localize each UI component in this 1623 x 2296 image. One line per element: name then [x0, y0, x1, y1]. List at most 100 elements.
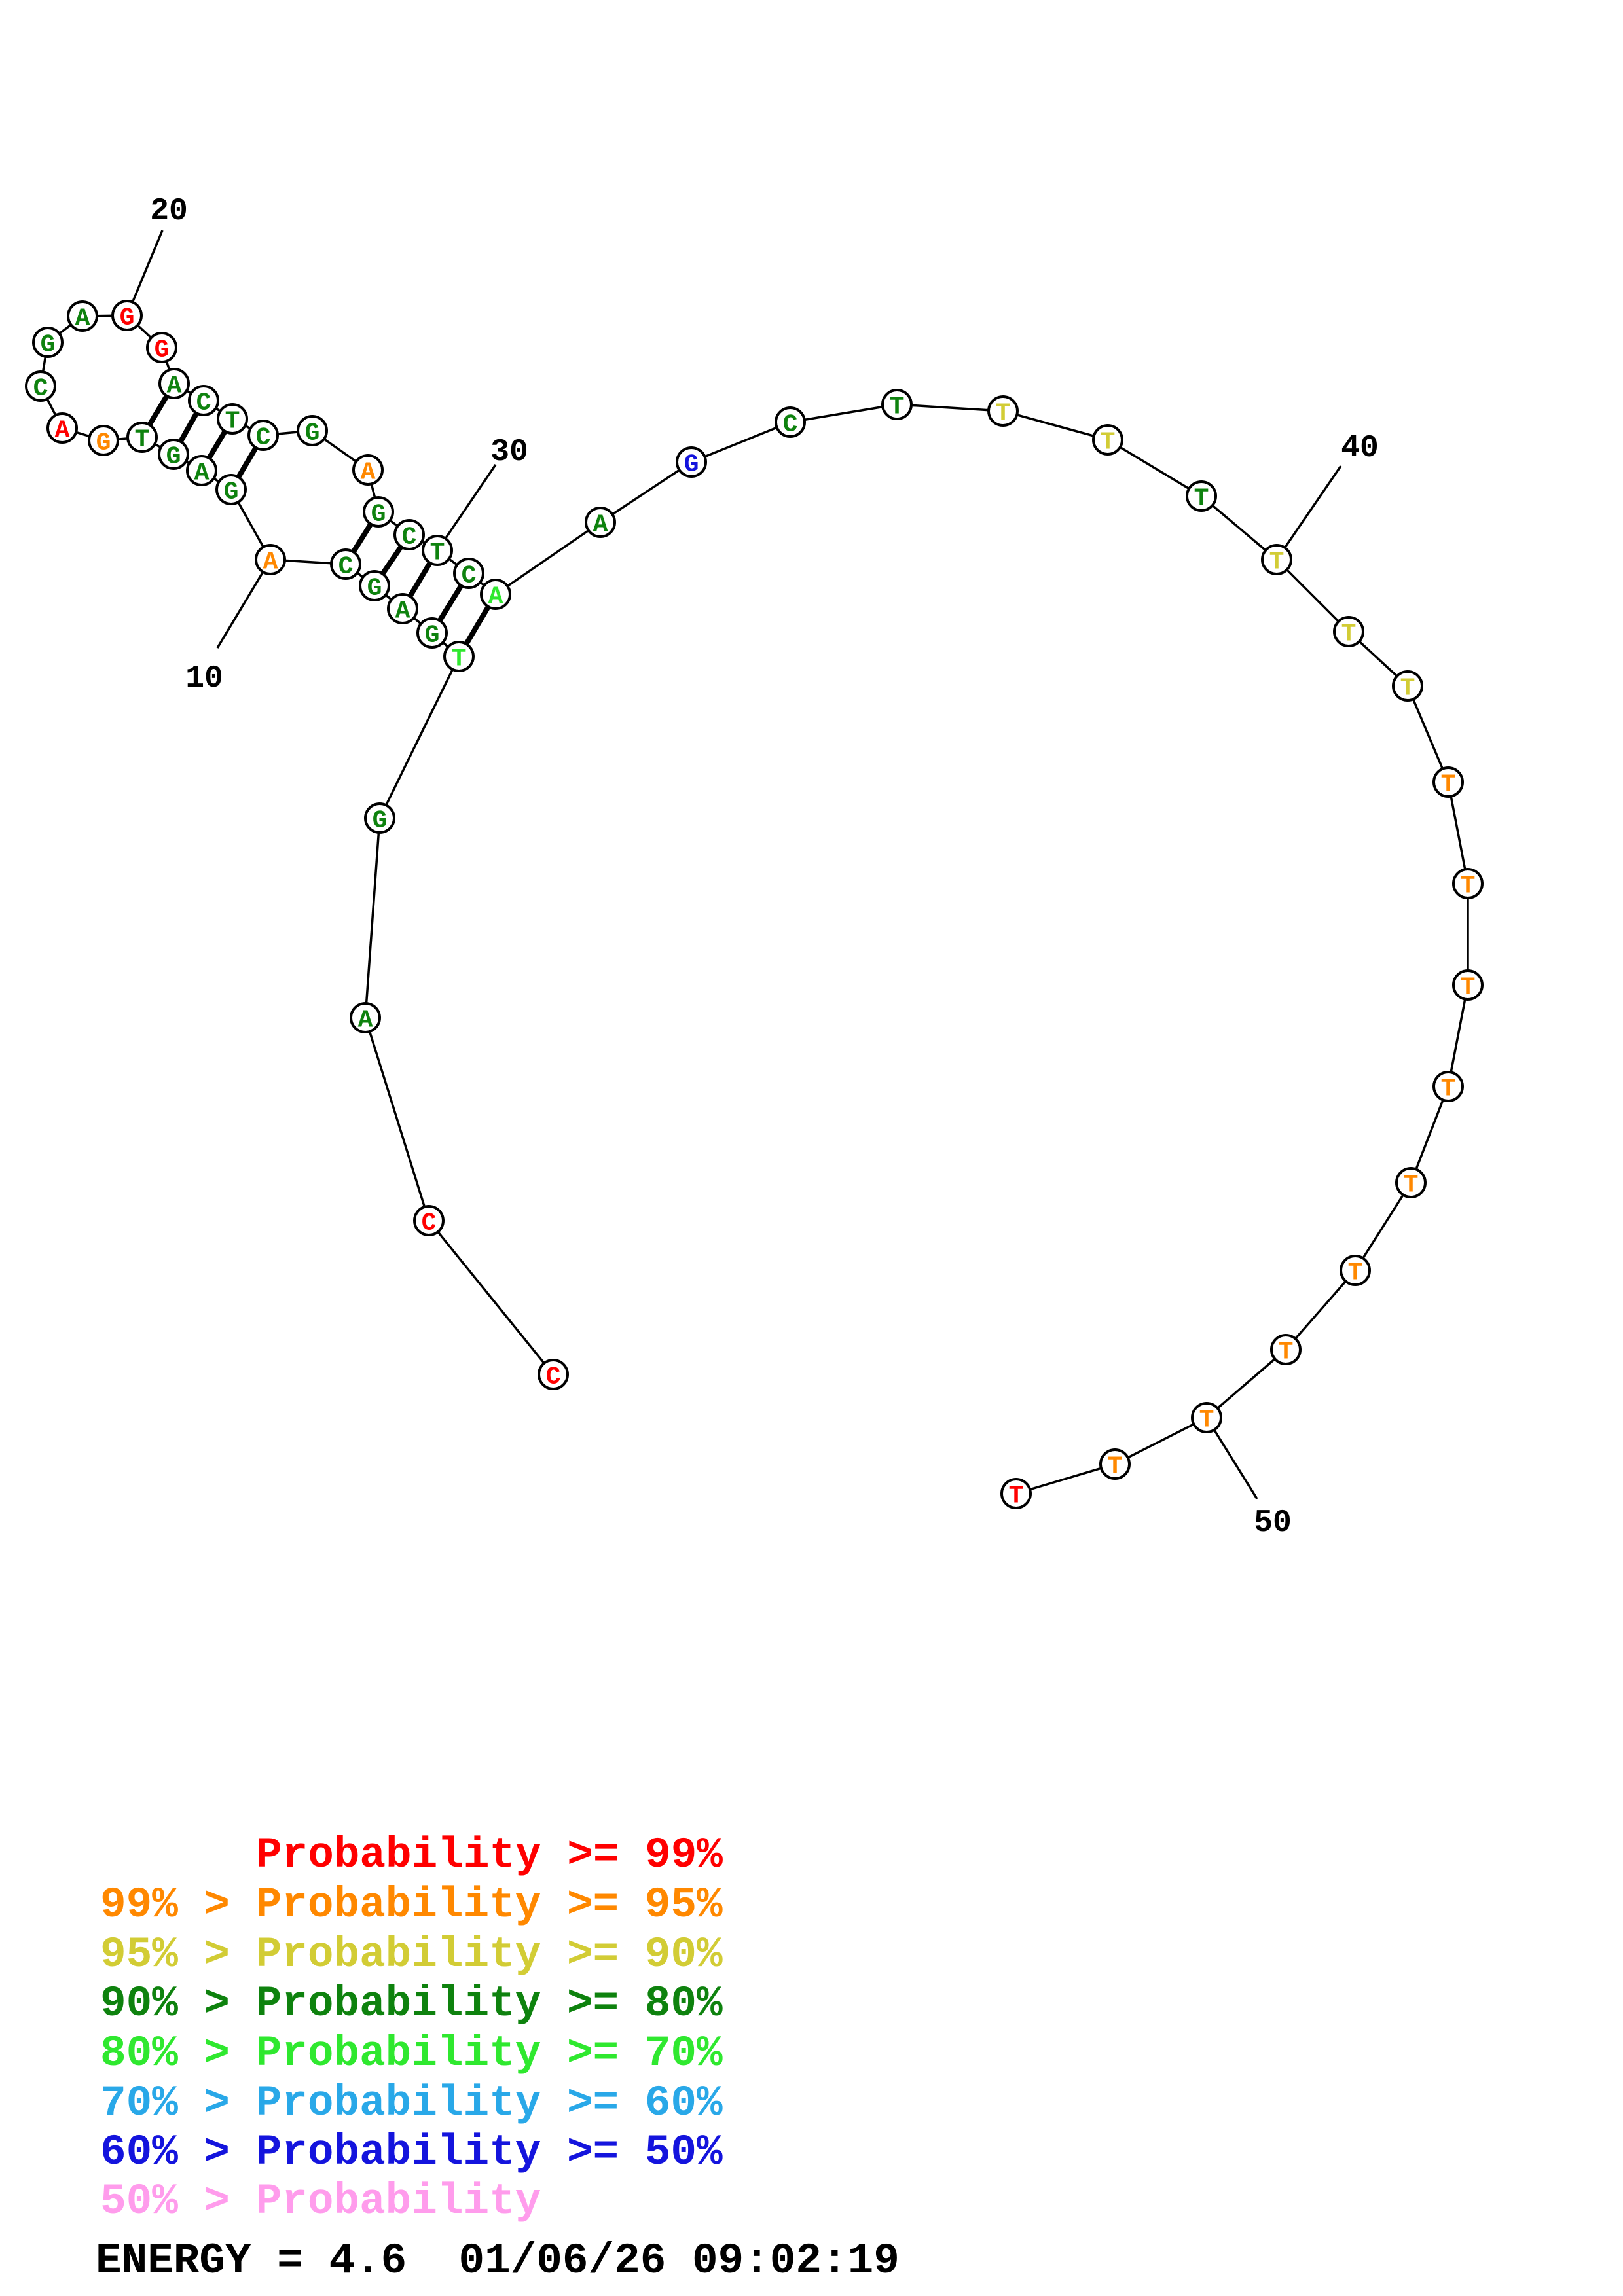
nucleotide-circle-20 — [111, 300, 143, 331]
nucleotide-circle-18 — [32, 327, 64, 358]
nucleotide-circle-25 — [247, 420, 279, 451]
nucleotide-circle-10 — [255, 544, 286, 575]
nucleotide-circle-38 — [1092, 424, 1123, 456]
backbone-bond — [1275, 558, 1350, 633]
nucleotide-circle-9 — [330, 548, 361, 580]
nucleotide-21-G: G — [155, 336, 170, 364]
nucleotide-circle-26 — [297, 415, 328, 446]
tick-label-50: 50 — [1254, 1505, 1292, 1541]
backbone-bond — [495, 521, 601, 596]
backbone-bond — [378, 656, 460, 819]
nucleotide-29-C: C — [402, 523, 417, 551]
nucleotide-circle-3 — [350, 1002, 381, 1033]
nucleotide-circle-48 — [1340, 1255, 1371, 1286]
nucleotide-32-A: A — [488, 583, 503, 611]
energy-line: ENERGY = 4.6 01/06/26 09:02:19 — [96, 2236, 900, 2286]
backbone-bond — [1002, 410, 1108, 441]
nucleotide-25-C: C — [256, 423, 271, 452]
nucleotide-circle-35 — [775, 406, 806, 438]
nucleotide-46-T: T — [1441, 1075, 1456, 1103]
nucleotide-circle-27 — [352, 454, 384, 486]
nucleotide-circle-49 — [1270, 1334, 1302, 1365]
nucleotide-circle-32 — [480, 579, 511, 610]
nucleotide-circle-15 — [88, 425, 119, 456]
nucleotide-28-G: G — [371, 500, 386, 528]
nucleotide-circle-37 — [987, 395, 1019, 427]
backbone-bond — [1114, 1416, 1207, 1465]
nucleotide-circle-46 — [1432, 1071, 1464, 1102]
nucleotide-circle-23 — [188, 385, 219, 416]
backbone-bond — [428, 1219, 555, 1376]
nucleotide-22-A: A — [167, 372, 182, 400]
nucleotide-37-T: T — [996, 399, 1011, 427]
nucleotide-24-T: T — [225, 407, 240, 435]
tick-line-50 — [1205, 1417, 1258, 1499]
nucleotide-circle-13 — [158, 439, 189, 470]
nucleotide-circle-22 — [158, 368, 190, 399]
nucleotide-circle-6 — [416, 617, 448, 649]
nucleotide-circle-7 — [387, 593, 418, 624]
nucleotide-13-G: G — [166, 442, 181, 471]
nucleotide-11-G: G — [224, 478, 239, 506]
nucleotide-circle-28 — [363, 496, 394, 528]
nucleotide-circle-8 — [359, 570, 390, 601]
nucleotide-19-A: A — [75, 304, 90, 332]
nucleotide-circle-19 — [67, 300, 98, 332]
nucleotide-circle-21 — [146, 332, 177, 363]
nucleotide-circle-51 — [1099, 1448, 1131, 1480]
legend-line-90: 95% > Probability >= 90% — [100, 1930, 723, 1979]
nucleotide-33-A: A — [593, 511, 608, 539]
nucleotide-circle-52 — [1000, 1478, 1032, 1509]
backbone-bond — [790, 403, 898, 423]
nucleotide-circle-50 — [1191, 1402, 1222, 1433]
legend-line-99: Probability >= 99% — [256, 1831, 723, 1880]
backbone-bond — [1447, 984, 1469, 1087]
nucleotide-circle-41 — [1333, 616, 1364, 647]
nucleotide-circle-47 — [1395, 1167, 1427, 1198]
backbone-bond — [1015, 1463, 1116, 1495]
nucleotide-35-C: C — [783, 410, 798, 439]
nucleotide-14-T: T — [135, 425, 150, 454]
nucleotide-18-G: G — [41, 331, 56, 359]
nucleotide-circle-30 — [422, 535, 453, 566]
tick-label-30: 30 — [490, 435, 528, 470]
nucleotide-circle-42 — [1392, 670, 1423, 702]
backbone-bond — [1354, 1182, 1412, 1271]
nucleotide-47-T: T — [1404, 1171, 1419, 1199]
nucleotide-circle-24 — [217, 403, 248, 435]
tick-label-40: 40 — [1341, 431, 1379, 466]
tick-line-40 — [1275, 465, 1342, 560]
nucleotide-6-G: G — [425, 621, 440, 649]
nucleotide-3-A: A — [358, 1006, 373, 1034]
nucleotide-52-T: T — [1009, 1482, 1024, 1510]
nucleotide-circle-34 — [676, 446, 707, 478]
nucleotide-circle-14 — [126, 422, 158, 453]
nucleotide-20-G: G — [120, 304, 135, 332]
legend-line-70: 80% > Probability >= 70% — [100, 2029, 723, 2078]
nucleotide-9-C: C — [338, 552, 354, 581]
nucleotide-circle-2 — [413, 1205, 445, 1236]
nucleotide-31-C: C — [462, 562, 477, 590]
nucleotide-44-T: T — [1461, 872, 1476, 900]
nucleotide-circle-39 — [1186, 480, 1217, 512]
nucleotide-23-C: C — [196, 389, 211, 417]
tick-line-30 — [436, 464, 497, 551]
nucleotide-16-A: A — [55, 416, 70, 444]
tick-label-10: 10 — [185, 661, 223, 696]
nucleotide-circle-31 — [453, 558, 484, 589]
nucleotide-1-C: C — [546, 1363, 561, 1391]
backbone-bond — [364, 817, 381, 1018]
backbone-bond — [1410, 1086, 1450, 1183]
nucleotide-circle-12 — [186, 455, 217, 486]
nucleotide-7-A: A — [395, 597, 410, 625]
backbone-bond — [1205, 1348, 1287, 1419]
backbone-bond — [1285, 1269, 1357, 1351]
nucleotide-circle-43 — [1432, 766, 1464, 798]
backbone-bond — [1447, 781, 1469, 884]
nucleotide-circle-11 — [215, 474, 247, 505]
nucleotide-10-A: A — [263, 548, 278, 576]
nucleotide-circle-1 — [538, 1359, 569, 1390]
backbone-bond — [600, 461, 692, 524]
nucleotide-4-G: G — [373, 806, 388, 834]
